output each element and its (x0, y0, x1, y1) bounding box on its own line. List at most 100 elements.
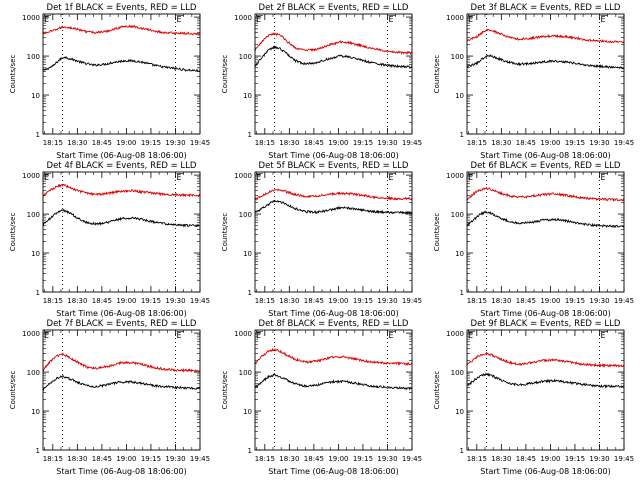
panel-title: Det 5f BLACK = Events, RED = LLD (259, 161, 409, 171)
series-events-line (466, 210, 625, 229)
x-tick-label: 19:15 (353, 455, 373, 463)
x-tick-label: 18:30 (491, 455, 511, 463)
x-tick-label: 18:15 (467, 139, 487, 147)
x-tick-label: 18:15 (43, 297, 63, 305)
panel-title: Det 2f BLACK = Events, RED = LLD (259, 3, 409, 13)
x-tick-label: 19:00 (540, 297, 560, 305)
y-tick-label: 100 (27, 53, 40, 61)
x-tick-label: 19:30 (165, 455, 185, 463)
y-axis-label: Counts/sec (9, 371, 17, 410)
x-tick-label: 18:15 (255, 297, 275, 305)
y-tick-label: 1000 (446, 172, 464, 180)
x-tick-label: 19:15 (565, 139, 585, 147)
detector-panel-3: Det 3f BLACK = Events, RED = LLD Counts/s… (433, 3, 634, 160)
x-tick-label: 19:45 (614, 297, 634, 305)
x-tick-label: 18:15 (43, 455, 63, 463)
x-axis-label: Start Time (06-Aug-08 18:06:00) (56, 467, 187, 476)
x-tick-label: 19:00 (328, 139, 348, 147)
x-tick-label: 19:15 (141, 455, 161, 463)
series-lld-line (466, 351, 625, 368)
y-axis-label: Counts/sec (221, 55, 229, 94)
panel-title: Det 7f BLACK = Events, RED = LLD (47, 319, 197, 329)
y-tick-label: 100 (239, 211, 252, 219)
x-tick-label: 18:45 (304, 297, 324, 305)
x-tick-label: 19:15 (353, 139, 373, 147)
y-tick-label: 10 (455, 250, 464, 258)
series-lld-line (42, 352, 200, 373)
x-tick-label: 18:15 (467, 297, 487, 305)
event-marker-label: E (468, 173, 473, 182)
x-tick-label: 19:45 (190, 139, 210, 147)
plot-frame (42, 13, 201, 135)
y-tick-label: 1000 (234, 172, 252, 180)
series-events-line (254, 199, 413, 215)
series-lld-line (42, 183, 201, 198)
panel-title: Det 4f BLACK = Events, RED = LLD (47, 161, 197, 171)
y-axis-label: Counts/sec (9, 55, 17, 94)
y-tick-label: 1 (36, 289, 40, 297)
event-marker-label: E (600, 15, 605, 24)
series-events-line (254, 372, 413, 391)
y-axis-label: Counts/sec (9, 213, 17, 252)
x-tick-label: 18:30 (279, 139, 299, 147)
y-tick-label: 1000 (446, 330, 464, 338)
x-tick-label: 18:15 (43, 139, 63, 147)
series-lld-line (42, 24, 201, 37)
series-events-line (466, 372, 624, 389)
y-tick-label: 100 (451, 53, 464, 61)
y-tick-label: 1000 (446, 14, 464, 22)
x-tick-label: 19:30 (589, 297, 609, 305)
detector-panel-1: Det 1f BLACK = Events, RED = LLD Counts/s… (9, 3, 210, 160)
x-tick-label: 18:30 (279, 297, 299, 305)
plot-frame (466, 171, 625, 293)
x-tick-label: 18:45 (516, 139, 536, 147)
y-tick-label: 1 (248, 447, 252, 455)
event-marker-label: E (44, 331, 49, 340)
y-tick-label: 1000 (234, 330, 252, 338)
detector-panel-6: Det 6f BLACK = Events, RED = LLD Counts/s… (433, 161, 634, 318)
panel-title: Det 9f BLACK = Events, RED = LLD (471, 319, 621, 329)
detector-panel-8: Det 8f BLACK = Events, RED = LLD Counts/s… (221, 319, 422, 476)
y-tick-label: 1 (460, 131, 464, 139)
series-events-line (254, 45, 413, 69)
y-tick-label: 1 (36, 447, 40, 455)
y-axis-label: Counts/sec (221, 213, 229, 252)
event-marker-label: E (176, 15, 181, 24)
y-tick-label: 10 (243, 408, 252, 416)
y-tick-label: 1 (248, 289, 252, 297)
y-axis-label: Counts/sec (221, 371, 229, 410)
event-marker-label: E (388, 331, 393, 340)
detector-panel-9: Det 9f BLACK = Events, RED = LLD Counts/s… (433, 319, 634, 476)
event-marker-label: E (176, 331, 181, 340)
event-marker-label: E (388, 173, 393, 182)
y-tick-label: 10 (243, 92, 252, 100)
panel-title: Det 3f BLACK = Events, RED = LLD (471, 3, 621, 13)
x-tick-label: 18:45 (516, 455, 536, 463)
x-tick-label: 18:30 (491, 297, 511, 305)
y-tick-label: 1 (460, 447, 464, 455)
x-axis-label: Start Time (06-Aug-08 18:06:00) (480, 309, 611, 318)
x-tick-label: 18:30 (67, 297, 87, 305)
x-tick-label: 18:15 (255, 455, 275, 463)
x-tick-label: 18:45 (92, 139, 112, 147)
plot-frame (42, 329, 201, 451)
event-marker-label: E (256, 15, 261, 24)
y-tick-label: 100 (451, 369, 464, 377)
y-tick-label: 1 (36, 131, 40, 139)
y-tick-label: 100 (239, 53, 252, 61)
series-lld-line (466, 186, 625, 203)
x-tick-label: 19:30 (377, 297, 397, 305)
event-marker-label: E (44, 15, 49, 24)
x-axis-label: Start Time (06-Aug-08 18:06:00) (480, 467, 611, 476)
x-tick-label: 19:00 (116, 297, 136, 305)
series-lld-line (254, 188, 413, 201)
series-events-line (42, 56, 201, 73)
event-marker-label: E (256, 173, 261, 182)
x-tick-label: 19:45 (190, 297, 210, 305)
x-tick-label: 19:30 (377, 139, 397, 147)
x-tick-label: 18:15 (467, 455, 487, 463)
x-axis-label: Start Time (06-Aug-08 18:06:00) (56, 309, 187, 318)
plot-frame (254, 329, 413, 451)
panel-title: Det 6f BLACK = Events, RED = LLD (471, 161, 621, 171)
